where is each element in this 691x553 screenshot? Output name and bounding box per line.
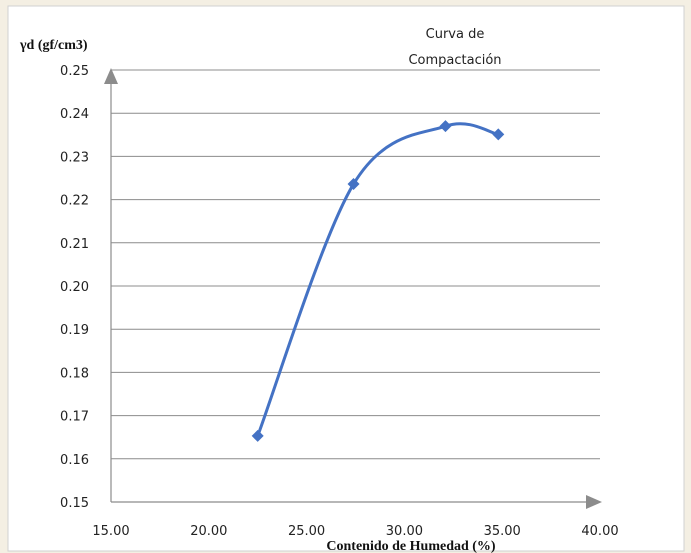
series-line xyxy=(256,122,500,438)
data-point-marker xyxy=(251,429,264,442)
x-tick-label: 30.00 xyxy=(386,524,423,539)
chart-title-line-2: Compactación xyxy=(408,53,501,68)
x-tick-label: 35.00 xyxy=(484,524,521,539)
y-axis-label: γd (gf/cm3) xyxy=(19,38,88,53)
x-axis-arrow-icon xyxy=(586,495,602,509)
y-tick-label: 0.16 xyxy=(60,453,89,468)
x-tick-label: 20.00 xyxy=(190,524,227,539)
series-layer xyxy=(251,120,505,442)
axes xyxy=(104,68,602,509)
y-tick-label: 0.24 xyxy=(60,107,89,122)
chart-title-line-1: Curva de xyxy=(426,27,485,42)
data-point-marker xyxy=(347,178,360,191)
y-axis-arrow-icon xyxy=(104,68,118,84)
gridlines xyxy=(111,69,600,460)
x-axis-ticks: 15.00 20.00 25.00 30.00 35.00 40.00 xyxy=(92,524,618,539)
x-axis-label: Contenido de Humedad (%) xyxy=(326,539,496,553)
y-tick-label: 0.20 xyxy=(60,280,89,295)
y-tick-label: 0.22 xyxy=(60,194,89,209)
data-point-marker xyxy=(439,120,452,133)
chart-area xyxy=(7,5,685,552)
y-tick-label: 0.15 xyxy=(60,496,89,511)
x-tick-label: 25.00 xyxy=(288,524,325,539)
y-tick-label: 0.21 xyxy=(60,237,89,252)
y-tick-label: 0.25 xyxy=(60,64,89,79)
x-tick-label: 15.00 xyxy=(92,524,129,539)
x-tick-label: 40.00 xyxy=(581,524,618,539)
y-tick-label: 0.19 xyxy=(60,323,89,338)
y-tick-label: 0.23 xyxy=(60,150,89,165)
y-tick-label: 0.18 xyxy=(60,366,89,381)
data-point-marker xyxy=(492,128,505,141)
y-axis-ticks: 0.15 0.16 0.17 0.18 0.19 0.20 0.21 0.22 0.23 0.24… xyxy=(60,64,89,511)
y-tick-label: 0.17 xyxy=(60,410,89,425)
